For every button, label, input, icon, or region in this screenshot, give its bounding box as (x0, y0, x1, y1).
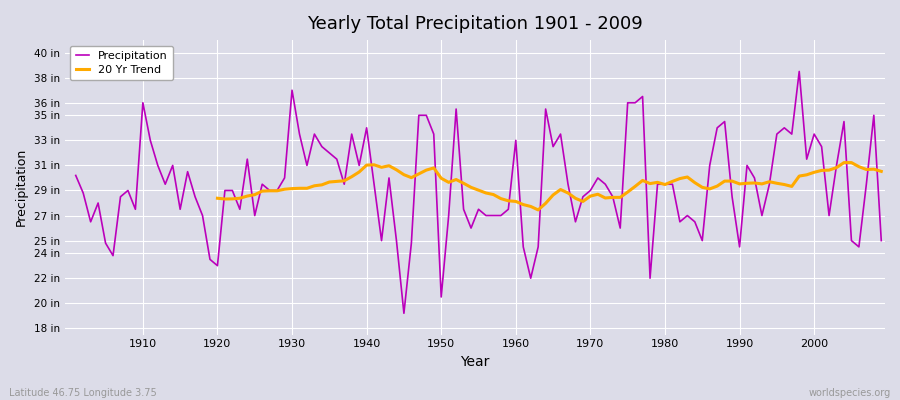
Precipitation (130, 207, 140, 212)
Precipitation (70, 173, 81, 178)
20 Yr Trend (302, 186, 312, 191)
Line: 20 Yr Trend: 20 Yr Trend (218, 162, 881, 210)
Precipitation (608, 194, 618, 199)
Precipitation (294, 132, 305, 136)
Precipitation (518, 244, 528, 249)
Text: worldspecies.org: worldspecies.org (809, 388, 891, 398)
Precipitation (876, 238, 886, 243)
Line: Precipitation: Precipitation (76, 72, 881, 313)
X-axis label: Year: Year (460, 355, 490, 369)
20 Yr Trend (771, 181, 782, 186)
20 Yr Trend (839, 160, 850, 165)
Text: Latitude 46.75 Longitude 3.75: Latitude 46.75 Longitude 3.75 (9, 388, 157, 398)
20 Yr Trend (876, 169, 886, 174)
Precipitation (399, 311, 410, 316)
20 Yr Trend (787, 184, 797, 189)
Title: Yearly Total Precipitation 1901 - 2009: Yearly Total Precipitation 1901 - 2009 (307, 15, 643, 33)
20 Yr Trend (212, 196, 223, 201)
Precipitation (338, 182, 349, 187)
Y-axis label: Precipitation: Precipitation (15, 148, 28, 226)
Precipitation (510, 138, 521, 143)
20 Yr Trend (533, 208, 544, 212)
20 Yr Trend (861, 167, 872, 172)
Precipitation (794, 69, 805, 74)
Legend: Precipitation, 20 Yr Trend: Precipitation, 20 Yr Trend (70, 46, 173, 80)
20 Yr Trend (682, 175, 693, 180)
20 Yr Trend (413, 172, 424, 176)
